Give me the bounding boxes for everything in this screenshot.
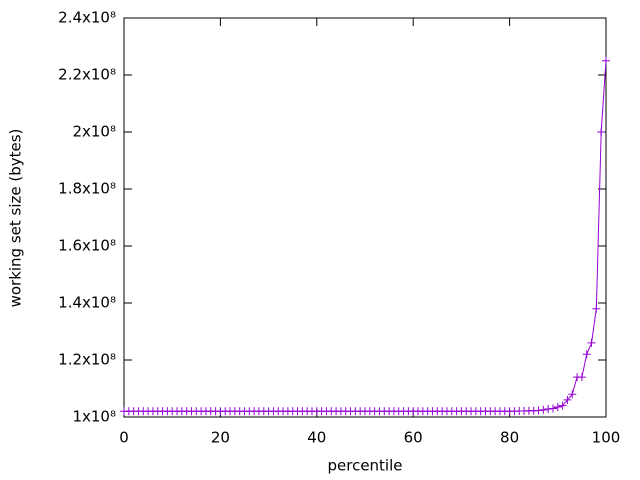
y-tick-label: 2.2x10⁸	[58, 66, 116, 84]
point-marker	[563, 395, 572, 404]
point-marker	[602, 56, 610, 65]
y-tick-label: 2x10⁸	[72, 123, 116, 141]
data-line	[124, 60, 607, 412]
point-marker	[534, 406, 543, 415]
point-marker	[597, 128, 606, 136]
y-axis-label: working set size (bytes)	[7, 129, 25, 308]
y-tick-label: 2.4x10⁸	[58, 9, 116, 27]
point-marker	[577, 373, 586, 382]
point-marker	[592, 304, 601, 313]
y-tick-label: 1.8x10⁸	[58, 180, 116, 198]
x-tick-label: 80	[500, 429, 519, 447]
x-tick-label: 100	[592, 429, 621, 447]
point-marker	[544, 405, 553, 414]
x-tick-label: 20	[211, 429, 230, 447]
x-axis-label: percentile	[327, 457, 402, 475]
point-marker	[539, 405, 548, 414]
x-tick-label: 0	[119, 429, 129, 447]
y-tick-label: 1.6x10⁸	[58, 237, 116, 255]
y-tick-label: 1x10⁸	[72, 408, 116, 426]
point-marker	[587, 338, 596, 347]
point-marker	[558, 401, 567, 410]
point-marker	[548, 404, 557, 413]
point-marker	[553, 403, 562, 412]
plot-frame	[123, 17, 607, 418]
y-tick-label: 1.4x10⁸	[58, 294, 116, 312]
point-marker	[582, 350, 591, 359]
y-tick-label: 1.2x10⁸	[58, 351, 116, 369]
x-tick-label: 40	[307, 429, 326, 447]
x-tick-label: 60	[404, 429, 423, 447]
point-marker	[568, 390, 577, 399]
